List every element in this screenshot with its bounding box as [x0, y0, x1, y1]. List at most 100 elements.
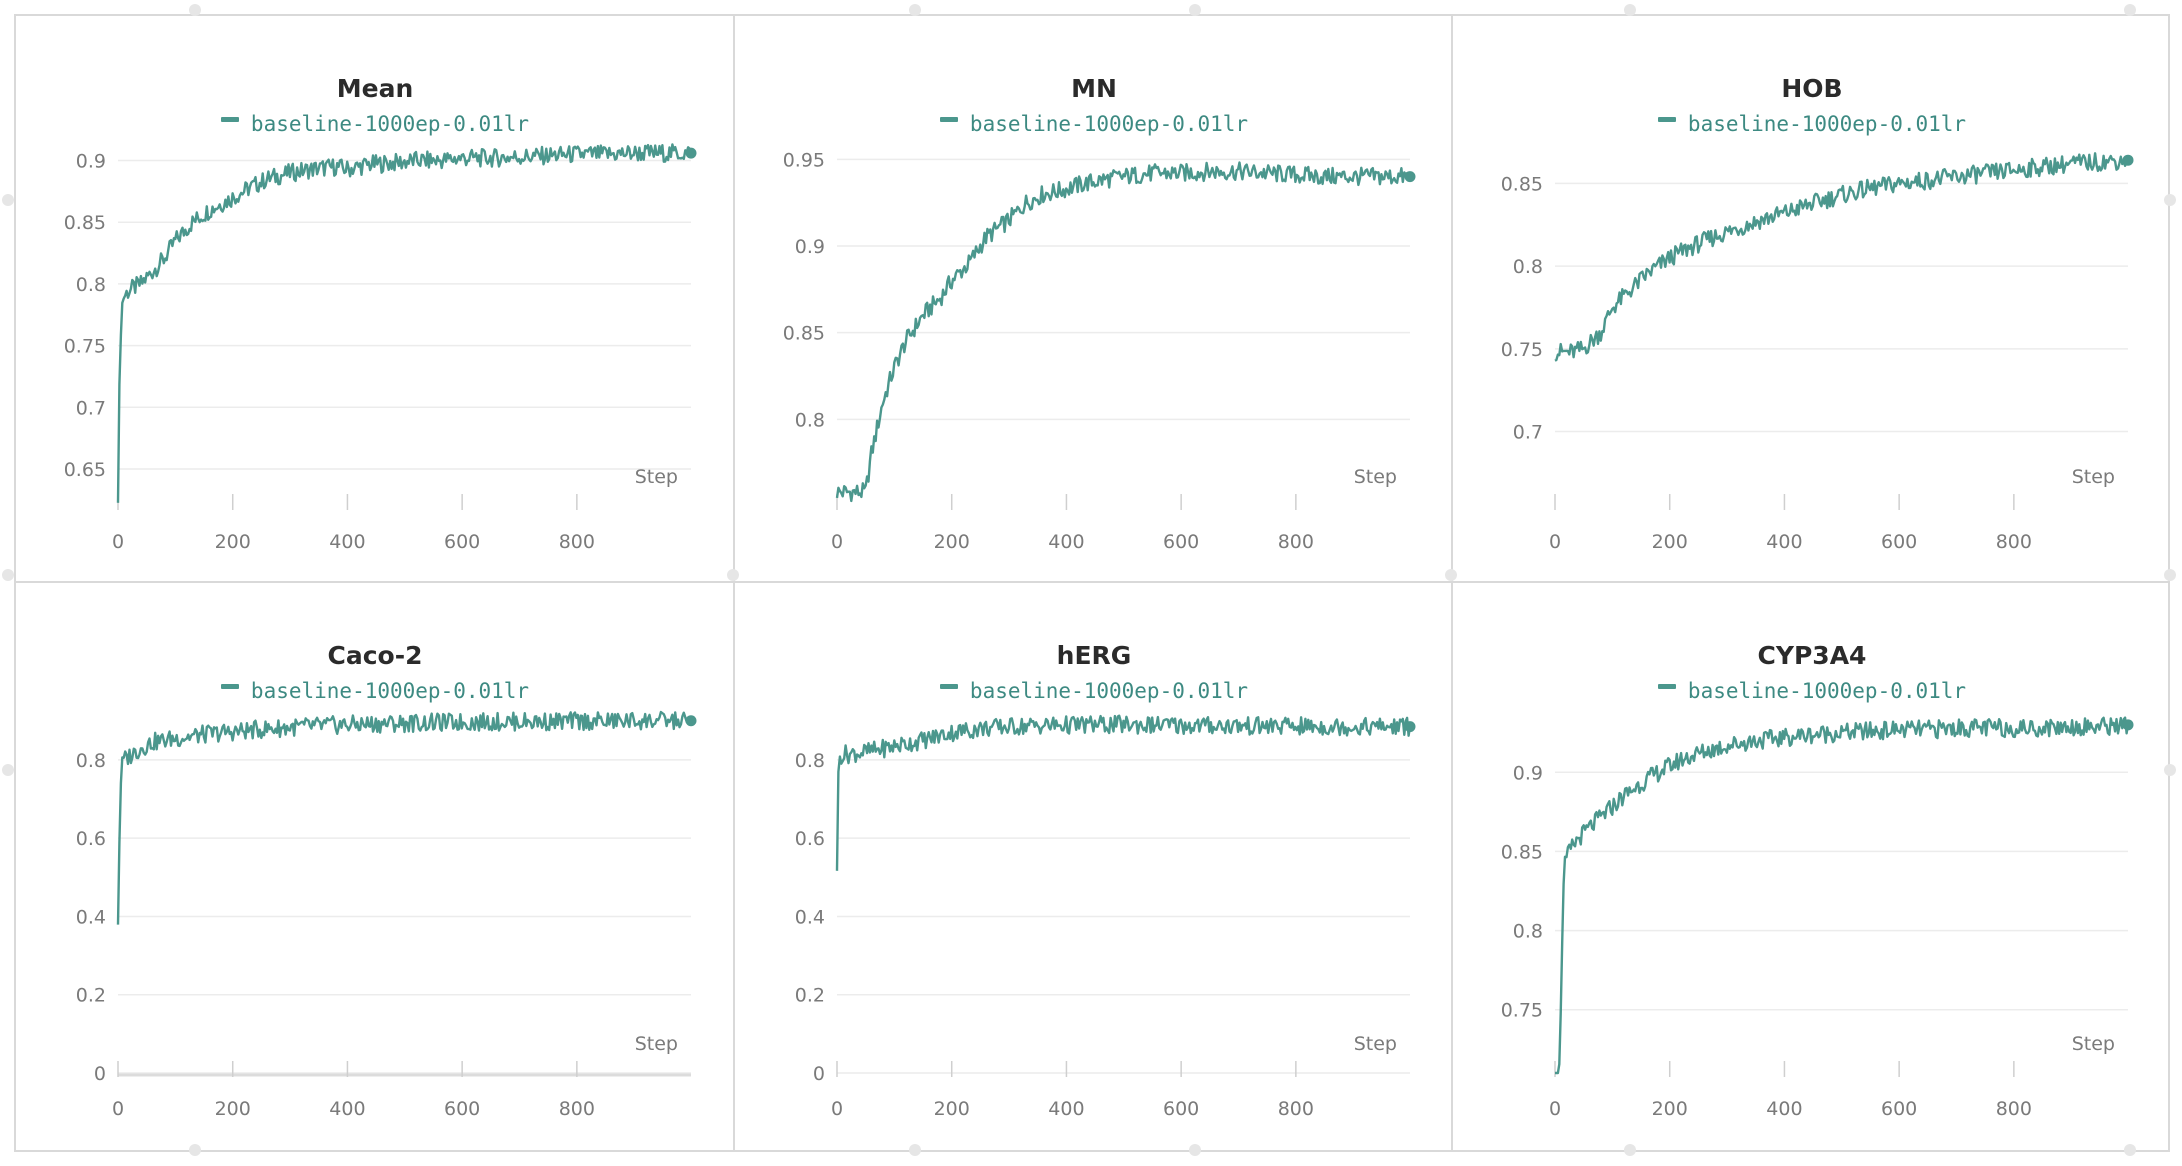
resize-handle[interactable]	[727, 569, 739, 581]
x-tick-label: 200	[934, 1098, 970, 1120]
y-tick-label: 0.4	[76, 906, 106, 928]
resize-handle[interactable]	[189, 1144, 201, 1156]
panel-divider	[14, 581, 2170, 583]
chart-plot: 0.8 0.85 0.9 0.95 0 200 400 600 800 Step	[783, 149, 1416, 553]
x-tick-label: 400	[329, 531, 365, 553]
chart-title: hERG	[1056, 641, 1132, 670]
x-tick-label: 0	[112, 531, 124, 553]
x-tick-label: 800	[1996, 1098, 2032, 1120]
x-tick-label: 0	[112, 1098, 124, 1120]
x-tick-label: 400	[1048, 531, 1084, 553]
resize-handle[interactable]	[2164, 194, 2176, 206]
resize-handle[interactable]	[2, 569, 14, 581]
x-axis-label: Step	[1354, 1033, 1397, 1055]
resize-handle[interactable]	[1189, 1144, 1201, 1156]
x-tick-label: 0	[1549, 1098, 1561, 1120]
y-tick-label: 0.85	[1501, 841, 1543, 863]
chart-plot: 0.65 0.7 0.75 0.8 0.85 0.9 0 200 400 600 800 Step	[64, 143, 697, 553]
chart-title: Caco-2	[327, 641, 423, 670]
x-tick-label: 200	[1652, 531, 1688, 553]
series-line[interactable]	[1555, 716, 2130, 1075]
chart-legend[interactable]: baseline-1000ep-0.01lr	[1453, 679, 2171, 703]
series-line[interactable]	[835, 714, 1412, 871]
x-tick-label: 600	[444, 531, 480, 553]
resize-handle[interactable]	[909, 4, 921, 16]
x-tick-label: 0	[1549, 531, 1561, 553]
y-tick-label: 0.8	[1513, 256, 1543, 278]
y-tick-label: 0.9	[795, 236, 825, 258]
chart-legend[interactable]: baseline-1000ep-0.01lr	[16, 679, 734, 703]
y-tick-label: 0.4	[795, 906, 825, 928]
series-endpoint[interactable]	[1404, 721, 1416, 733]
resize-handle[interactable]	[2124, 4, 2136, 16]
resize-handle[interactable]	[2164, 764, 2176, 776]
resize-handle[interactable]	[2, 764, 14, 776]
x-axis-label: Step	[2072, 1033, 2115, 1055]
series-line[interactable]	[116, 143, 693, 503]
resize-handle[interactable]	[909, 1144, 921, 1156]
series-endpoint[interactable]	[685, 147, 697, 159]
legend-label: baseline-1000ep-0.01lr	[1687, 112, 1967, 136]
x-axis-label: Step	[1354, 466, 1397, 488]
x-tick-label: 600	[1881, 1098, 1917, 1120]
chart-title: CYP3A4	[1757, 641, 1867, 670]
resize-handle[interactable]	[1189, 4, 1201, 16]
resize-handle[interactable]	[2124, 1144, 2136, 1156]
chart-plot: 0 0.2 0.4 0.6 0.8 0 200 400 600 800 Step	[795, 714, 1416, 1120]
x-tick-label: 400	[1766, 531, 1802, 553]
series-line[interactable]	[835, 161, 1411, 503]
x-tick-label: 600	[1163, 1098, 1199, 1120]
x-tick-label: 800	[559, 531, 595, 553]
x-tick-label: 400	[1048, 1098, 1084, 1120]
y-tick-label: 0.9	[1513, 762, 1543, 784]
chart-panel: hERG baseline-1000ep-0.01lr 0 0.2 0.4 0.6 0.8 0…	[735, 583, 1453, 1150]
legend-swatch	[1657, 683, 1676, 689]
x-tick-label: 600	[444, 1098, 480, 1120]
resize-handle[interactable]	[2, 194, 14, 206]
resize-handle[interactable]	[1445, 569, 1457, 581]
chart-panel: Mean baseline-1000ep-0.01lr 0.65 0.7 0.75 0.8…	[16, 16, 734, 583]
resize-handle[interactable]	[1624, 4, 1636, 16]
chart-plot: 0.75 0.8 0.85 0.9 0 200 400 600 800 Step	[1501, 716, 2134, 1120]
panel-divider	[1451, 14, 1453, 1152]
series-line[interactable]	[1554, 152, 2129, 362]
y-tick-label: 0.8	[795, 750, 825, 772]
legend-swatch	[939, 116, 958, 122]
series-endpoint[interactable]	[2122, 719, 2134, 731]
chart-legend[interactable]: baseline-1000ep-0.01lr	[16, 112, 734, 136]
chart-legend[interactable]: baseline-1000ep-0.01lr	[735, 679, 1453, 703]
x-tick-label: 200	[215, 1098, 251, 1120]
legend-label: baseline-1000ep-0.01lr	[250, 679, 530, 703]
y-tick-label: 0.75	[1501, 339, 1543, 361]
x-tick-label: 200	[215, 531, 251, 553]
x-tick-label: 400	[1766, 1098, 1802, 1120]
y-tick-label: 0.75	[1501, 1000, 1543, 1022]
x-tick-label: 200	[934, 531, 970, 553]
chart-title: MN	[1071, 74, 1117, 103]
chart-panel: CYP3A4 baseline-1000ep-0.01lr 0.75 0.8 0.85 0…	[1453, 583, 2171, 1150]
legend-swatch	[1657, 116, 1676, 122]
y-tick-label: 0.85	[1501, 173, 1543, 195]
panel-divider	[733, 14, 735, 1152]
chart-plot: 0 0.2 0.4 0.6 0.8 0 200 400 600 800 Step	[76, 710, 697, 1120]
y-tick-label: 0.2	[795, 985, 825, 1007]
legend-label: baseline-1000ep-0.01lr	[250, 112, 530, 136]
y-tick-label: 0.9	[76, 151, 106, 173]
chart-title: HOB	[1781, 74, 1843, 103]
y-tick-label: 0.8	[1513, 921, 1543, 943]
series-line[interactable]	[116, 710, 692, 925]
series-endpoint[interactable]	[685, 715, 697, 727]
series-endpoint[interactable]	[1404, 171, 1416, 183]
resize-handle[interactable]	[189, 4, 201, 16]
resize-handle[interactable]	[1624, 1144, 1636, 1156]
x-tick-label: 400	[329, 1098, 365, 1120]
chart-legend[interactable]: baseline-1000ep-0.01lr	[1453, 112, 2171, 136]
resize-handle[interactable]	[2164, 569, 2176, 581]
legend-swatch	[220, 683, 239, 689]
series-endpoint[interactable]	[2122, 154, 2134, 166]
chart-legend[interactable]: baseline-1000ep-0.01lr	[735, 112, 1453, 136]
y-tick-label: 0.95	[783, 149, 825, 171]
y-tick-label: 0.75	[64, 336, 106, 358]
x-tick-label: 800	[1278, 531, 1314, 553]
legend-label: baseline-1000ep-0.01lr	[969, 679, 1249, 703]
